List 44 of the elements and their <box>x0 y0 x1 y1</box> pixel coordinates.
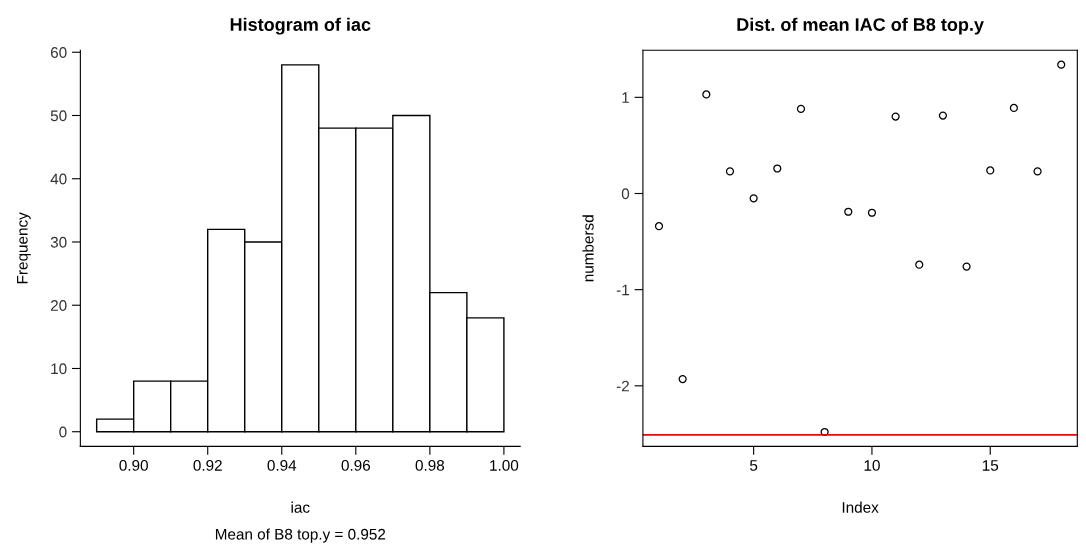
point <box>796 104 806 113</box>
x-tick-label: 0.98 <box>415 460 445 471</box>
y-axis-title: numbersd <box>582 215 594 282</box>
point <box>773 164 782 173</box>
point <box>867 208 877 217</box>
y-tick-label: 0 <box>59 426 67 438</box>
x-tick-label: 0.90 <box>119 460 148 471</box>
point <box>915 260 924 269</box>
x-tick-label: 10 <box>864 460 880 471</box>
point <box>844 207 853 216</box>
y-tick-label: 20 <box>50 300 67 311</box>
point <box>891 112 900 121</box>
x-tick-label: 0.94 <box>267 460 297 471</box>
point <box>702 90 711 99</box>
x-tick-label: 1.00 <box>490 460 519 471</box>
point <box>1009 103 1019 113</box>
y-tick-label: 30 <box>50 236 67 248</box>
point <box>725 167 735 176</box>
point <box>986 166 995 175</box>
text: Mean of B8 top.y = 0.952 <box>215 528 386 543</box>
point <box>654 222 664 231</box>
y-tick-label: 60 <box>50 47 67 58</box>
x-tick-label: 0.92 <box>193 460 222 471</box>
chart-title: Dist. of mean IAC of B8 top.y <box>737 17 984 35</box>
point <box>1033 167 1042 176</box>
x-tick-label: 15 <box>982 460 999 471</box>
y-tick-label: 10 <box>51 363 67 375</box>
y-tick-label: -2 <box>616 380 629 392</box>
x-axis-title: Index <box>842 501 879 513</box>
point <box>678 374 687 384</box>
point <box>962 262 971 271</box>
point <box>1057 60 1066 69</box>
point <box>938 111 948 120</box>
y-tick-label: 1 <box>622 92 629 103</box>
y-tick-label: 0 <box>621 188 630 200</box>
y-axis-title: Frequency <box>17 212 31 284</box>
x-tick-label: 0.96 <box>341 460 371 471</box>
y-tick-label: -1 <box>616 284 629 296</box>
y-tick-label: 40 <box>50 173 67 185</box>
x-tick-label: 5 <box>750 460 758 471</box>
point <box>749 194 758 203</box>
x-axis-title: iac <box>291 501 310 513</box>
y-tick-label: 50 <box>50 110 67 122</box>
chart-title: Histogram of iac <box>230 17 371 35</box>
